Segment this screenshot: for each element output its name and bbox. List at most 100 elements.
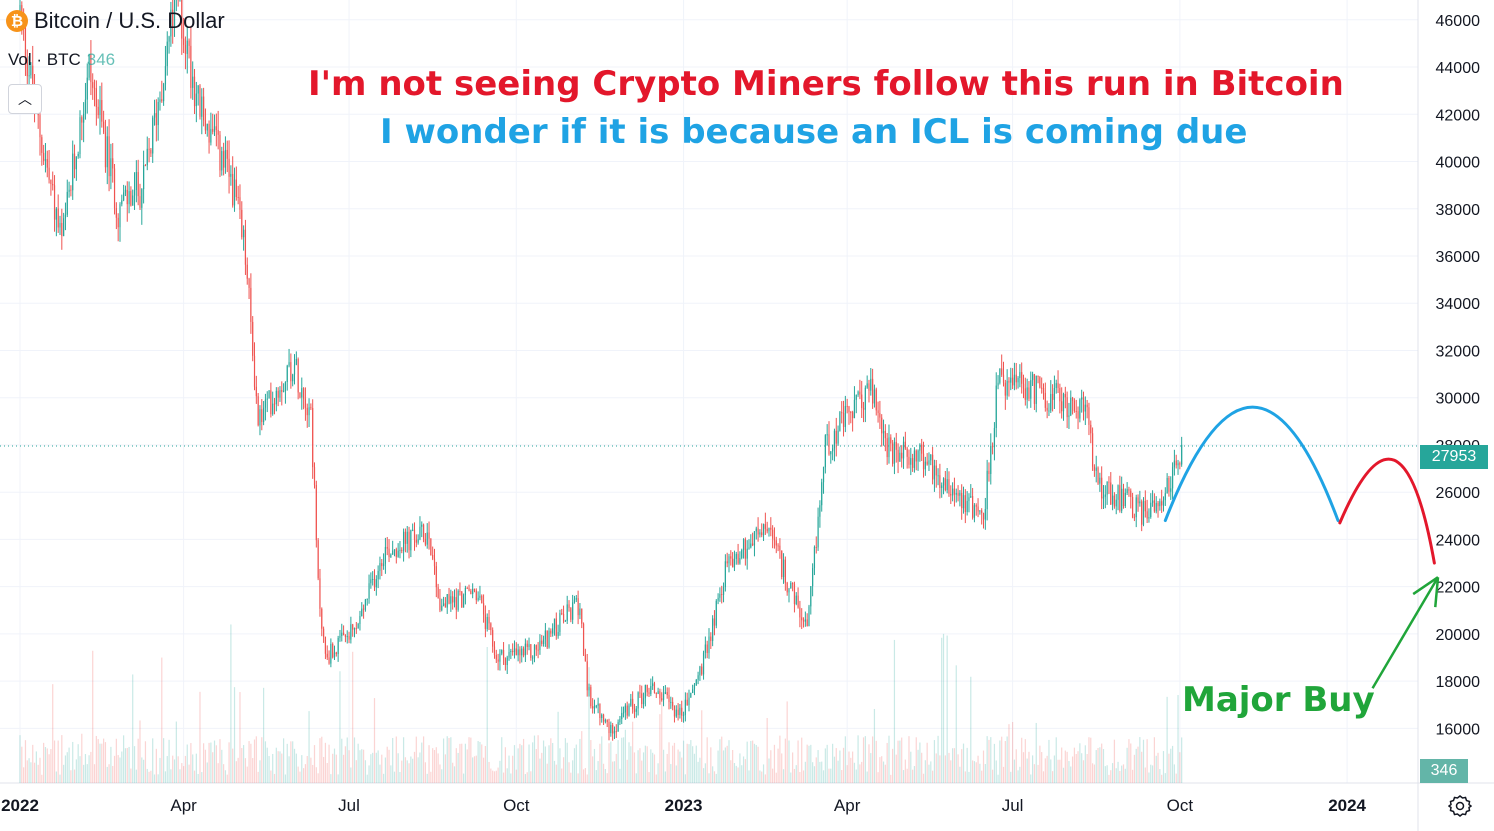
volume-bar bbox=[72, 741, 74, 783]
candle-body bbox=[895, 441, 897, 450]
candle-body bbox=[1033, 374, 1036, 404]
volume-bar bbox=[813, 766, 816, 783]
volume-bar bbox=[995, 760, 997, 783]
volume-label: Vol · BTC bbox=[8, 50, 81, 69]
volume-bar bbox=[37, 764, 39, 783]
candle-body bbox=[219, 134, 221, 171]
candle-body bbox=[350, 624, 352, 640]
volume-bar bbox=[486, 646, 488, 783]
candle-body bbox=[157, 102, 159, 126]
candle-body bbox=[324, 636, 327, 654]
volume-bar bbox=[166, 756, 168, 783]
candle-body bbox=[237, 197, 239, 199]
candle-body bbox=[508, 652, 510, 658]
volume-bar bbox=[375, 752, 377, 783]
candle-body bbox=[395, 549, 397, 557]
volume-bar bbox=[617, 740, 619, 783]
candle-body bbox=[146, 148, 148, 166]
volume-bar bbox=[281, 753, 283, 783]
volume-bar bbox=[673, 742, 676, 783]
candle-body bbox=[739, 557, 741, 564]
volume-bar bbox=[412, 758, 414, 783]
volume-bar bbox=[721, 736, 723, 783]
volume-bar bbox=[702, 768, 705, 783]
candle-body bbox=[752, 543, 754, 546]
candle-body bbox=[524, 643, 526, 656]
symbol-title[interactable]: Bitcoin / U.S. Dollar bbox=[34, 8, 225, 33]
candle-body bbox=[470, 590, 472, 594]
volume-bar bbox=[161, 657, 163, 783]
candle-body bbox=[133, 190, 136, 196]
volume-bar bbox=[455, 748, 457, 783]
volume-bar bbox=[48, 754, 50, 783]
volume-bar bbox=[252, 758, 254, 783]
volume-bar bbox=[504, 747, 506, 783]
candle-body bbox=[857, 391, 859, 395]
candle-body bbox=[233, 179, 236, 206]
volume-bar bbox=[642, 752, 645, 783]
volume-bar bbox=[899, 740, 901, 783]
candle-body bbox=[317, 540, 319, 579]
volume-bar bbox=[93, 764, 96, 783]
candle-body bbox=[1166, 478, 1168, 494]
candle-body bbox=[110, 158, 112, 177]
volume-bar bbox=[653, 754, 656, 783]
volume-bar bbox=[30, 762, 32, 783]
volume-bar bbox=[144, 741, 147, 783]
candle-body bbox=[892, 443, 894, 464]
candle-body bbox=[243, 229, 245, 238]
candle-body bbox=[937, 475, 939, 477]
candle-body bbox=[135, 172, 137, 191]
volume-bar bbox=[1135, 748, 1137, 783]
candle-body bbox=[68, 189, 70, 192]
volume-bar bbox=[66, 752, 68, 783]
candle-body bbox=[226, 149, 228, 159]
volume-bar bbox=[1019, 766, 1021, 783]
settings-icon[interactable] bbox=[1448, 794, 1472, 818]
candle-body bbox=[1057, 383, 1059, 388]
volume-bar bbox=[77, 744, 79, 783]
candle-body bbox=[592, 706, 594, 709]
candle-body bbox=[321, 608, 323, 629]
candle-body bbox=[497, 659, 499, 662]
volume-bar bbox=[1115, 768, 1117, 783]
candle-body bbox=[246, 264, 248, 279]
candle-body bbox=[915, 450, 917, 462]
candle-body bbox=[502, 650, 505, 659]
volume-bar bbox=[641, 760, 643, 783]
volume-bar bbox=[793, 768, 796, 783]
candle-body bbox=[215, 126, 217, 130]
volume-bar bbox=[1148, 772, 1150, 783]
major-buy-arrowhead bbox=[1412, 576, 1439, 596]
volume-bar bbox=[197, 773, 199, 783]
volume-bar bbox=[741, 765, 743, 783]
candle-body bbox=[250, 287, 252, 322]
candle-body bbox=[608, 722, 610, 734]
volume-bar bbox=[143, 759, 145, 783]
candle-body bbox=[1117, 485, 1119, 500]
candle-body bbox=[708, 636, 710, 653]
volume-bar bbox=[821, 761, 823, 783]
candle-body bbox=[877, 410, 879, 414]
collapse-legend-button[interactable]: ︿ bbox=[8, 84, 42, 114]
candle-body bbox=[584, 654, 586, 662]
candle-body bbox=[99, 100, 101, 116]
candle-body bbox=[203, 96, 205, 121]
candle-body bbox=[541, 640, 543, 644]
volume-bar bbox=[442, 738, 445, 783]
volume-bar bbox=[397, 753, 399, 783]
candle-body bbox=[713, 618, 716, 626]
candle-body bbox=[292, 374, 294, 382]
candle-body bbox=[582, 623, 585, 655]
candle-body bbox=[764, 524, 766, 529]
volume-bar bbox=[599, 743, 601, 783]
candle-body bbox=[542, 639, 545, 644]
candle-body bbox=[619, 719, 621, 723]
candle-body bbox=[390, 554, 392, 557]
volume-bar bbox=[692, 746, 694, 783]
candle-body bbox=[897, 449, 899, 462]
candle-body bbox=[868, 383, 870, 391]
candle-body bbox=[473, 588, 476, 591]
volume-bar bbox=[846, 765, 848, 783]
